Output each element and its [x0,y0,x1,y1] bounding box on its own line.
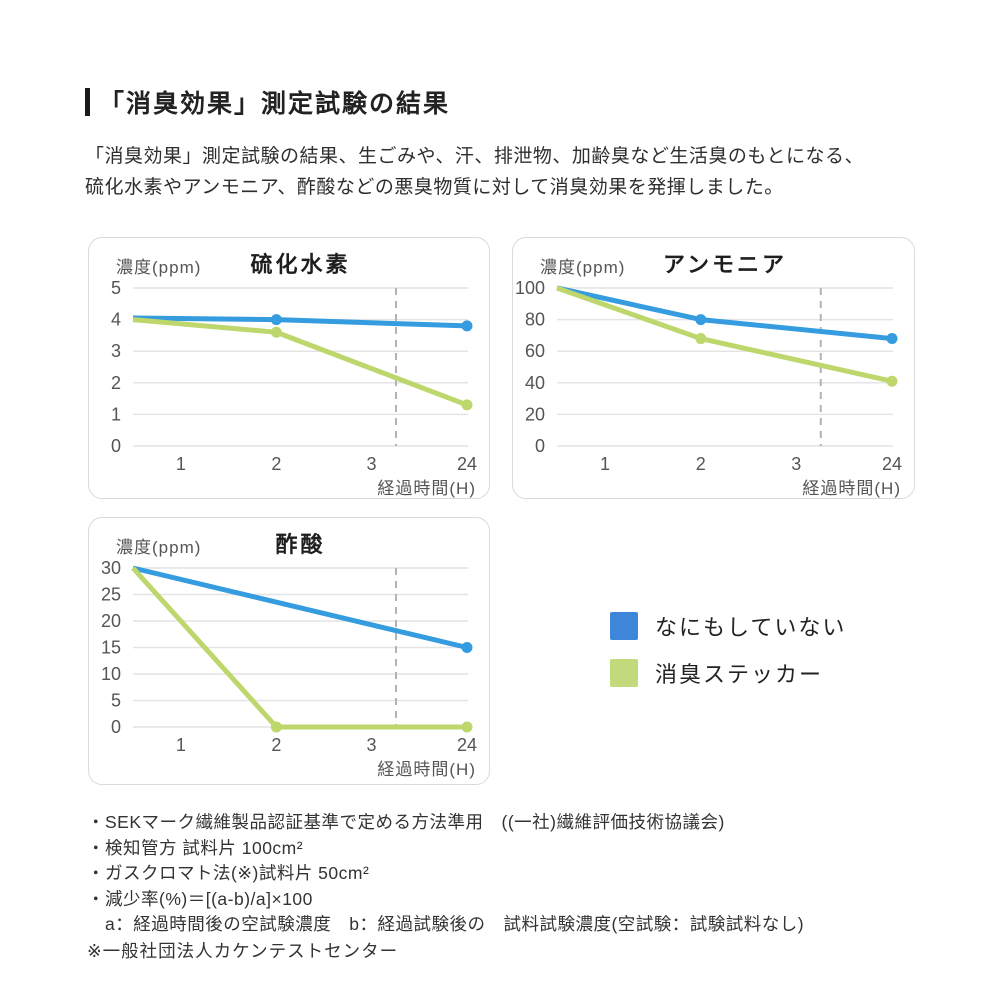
chart-title: 酢酸 [275,532,326,557]
x-tick-label: 3 [791,454,801,474]
x-tick-label: 2 [696,454,706,474]
y-tick-label: 80 [525,310,545,330]
x-axis-label: 経過時間(H) [802,479,901,498]
data-point-marker [270,721,282,733]
chart-panel-acetic-acid: 濃度(ppm) 酢酸 0 5 10 15 20 25 30 1 2 3 24 経過時間(H) [88,517,490,785]
x-tick-label: 3 [367,454,377,474]
chart-title: 硫化水素 [250,252,351,277]
x-axis-label: 経過時間(H) [377,760,476,779]
y-tick-label: 20 [101,611,121,631]
y-tick-label: 20 [525,404,545,424]
series-line-blue [556,285,893,342]
y-tick-label: 5 [111,691,121,711]
y-tick-label: 0 [535,436,545,456]
legend-label-untreated: なにもしていない [655,615,847,640]
y-tick-label: 25 [101,585,121,605]
y-axis-label: 濃度(ppm) [540,258,626,277]
x-tick-label: 24 [457,454,477,474]
chart-plot-hydrogen-sulfide: 0 1 2 3 4 5 1 2 3 24 経過時間(H) [111,278,477,498]
y-tick-label: 4 [111,310,121,330]
y-axis-label: 濃度(ppm) [116,258,202,277]
intro-line-1: 「消臭効果」測定試験の結果、生ごみや、汗、排泄物、加齢臭など生活臭のもとになる、 [85,146,865,167]
y-tick-label: 1 [111,404,121,424]
y-tick-label: 10 [101,664,121,684]
y-axis-label: 濃度(ppm) [116,538,202,557]
chart-legend: なにもしていない 消臭ステッカー [610,612,846,706]
data-point-marker [461,399,473,411]
legend-item-untreated: なにもしていない [610,612,846,640]
data-point-marker [695,314,707,326]
data-point-marker [461,721,473,733]
x-tick-label: 24 [882,454,902,474]
legend-item-sticker: 消臭ステッカー [610,659,846,687]
data-point-marker [886,375,898,387]
y-tick-label: 30 [101,558,121,578]
footnote-line: a：経過時間後の空試験濃度 b：経過試験後の 試料試験濃度(空試験：試験試料なし… [87,914,805,934]
data-point-marker [461,642,473,653]
chart-title: アンモニア [662,252,788,277]
chart-plot-ammonia: 0 20 40 60 80 100 1 2 3 24 経過時間(H) [515,278,902,498]
y-tick-label: 0 [111,717,121,737]
y-tick-label: 60 [525,341,545,361]
intro-paragraph: 「消臭効果」測定試験の結果、生ごみや、汗、排泄物、加齢臭など生活臭のもとになる、… [85,141,864,203]
y-tick-label: 3 [111,341,121,361]
series-line-green [132,317,468,408]
y-tick-label: 15 [101,638,121,658]
y-tick-label: 40 [525,373,545,393]
data-point-marker [695,333,707,345]
x-tick-label: 3 [367,735,377,755]
y-tick-label: 5 [111,278,121,298]
x-axis-label: 経過時間(H) [377,479,476,498]
footnote-line: ・検知管方 試料片 100cm² [87,837,304,858]
y-tick-label: 0 [111,436,121,456]
chart-panel-hydrogen-sulfide: 濃度(ppm) 硫化水素 0 1 2 3 4 5 1 2 3 24 経過時間(H) [88,237,490,499]
data-point-marker [270,314,282,326]
y-tick-label: 2 [111,373,121,393]
legend-swatch-green [610,659,638,687]
x-tick-label: 1 [176,454,186,474]
legend-label-sticker: 消臭ステッカー [655,662,824,687]
intro-line-2: 硫化水素やアンモニア、酢酸などの悪臭物質に対して消臭効果を発揮しました。 [85,177,784,198]
data-point-marker [886,333,898,345]
y-tick-label: 100 [515,278,545,298]
footnotes: ・SEKマーク繊維製品認証基準で定める方法準用 ((一社)繊維評価技術協議会) … [87,810,804,938]
x-tick-label: 1 [600,454,610,474]
page-header: 「消臭効果」測定試験の結果 [85,84,450,120]
legend-swatch-blue [610,612,638,640]
footnote-line: ・ガスクロマト法(※)試料片 50cm² [87,863,370,883]
chart-plot-acetic-acid: 0 5 10 15 20 25 30 1 2 3 24 経過時間(H) [101,558,477,779]
x-tick-label: 2 [271,735,281,755]
data-point-marker [270,326,282,338]
source-note: ※一般社団法人カケンテストセンター [87,941,399,961]
x-tick-label: 24 [457,735,477,755]
title-accent-bar [85,88,90,116]
footnote-line: ・SEKマーク繊維製品認証基準で定める方法準用 ((一社)繊維評価技術協議会) [87,812,725,832]
chart-panel-ammonia: 濃度(ppm) アンモニア 0 20 40 60 80 100 1 2 3 24 経過時間(H) [512,237,915,499]
page-title: 「消臭効果」測定試験の結果 [99,90,451,118]
series-line-blue [132,565,468,650]
x-tick-label: 2 [271,454,281,474]
data-point-marker [461,320,473,332]
footnote-line: ・減少率(%)＝[(a-b)/a]×100 [87,888,313,909]
x-tick-label: 1 [176,735,186,755]
